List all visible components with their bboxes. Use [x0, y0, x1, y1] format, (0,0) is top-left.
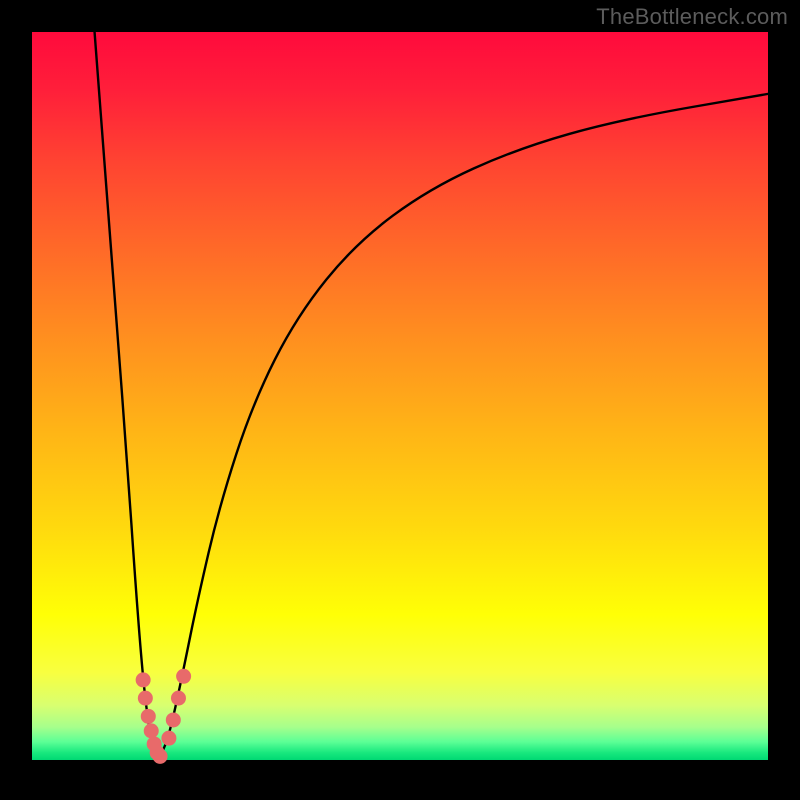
data-marker	[176, 669, 191, 684]
data-marker	[141, 709, 156, 724]
bottleneck-curve-chart	[0, 0, 800, 800]
data-marker	[153, 749, 168, 764]
data-marker	[171, 691, 186, 706]
data-marker	[136, 672, 151, 687]
data-marker	[161, 731, 176, 746]
data-marker	[144, 723, 159, 738]
data-marker	[138, 691, 153, 706]
plot-background-gradient	[32, 32, 768, 760]
watermark-text: TheBottleneck.com	[596, 4, 788, 30]
chart-canvas: TheBottleneck.com	[0, 0, 800, 800]
data-marker	[166, 712, 181, 727]
